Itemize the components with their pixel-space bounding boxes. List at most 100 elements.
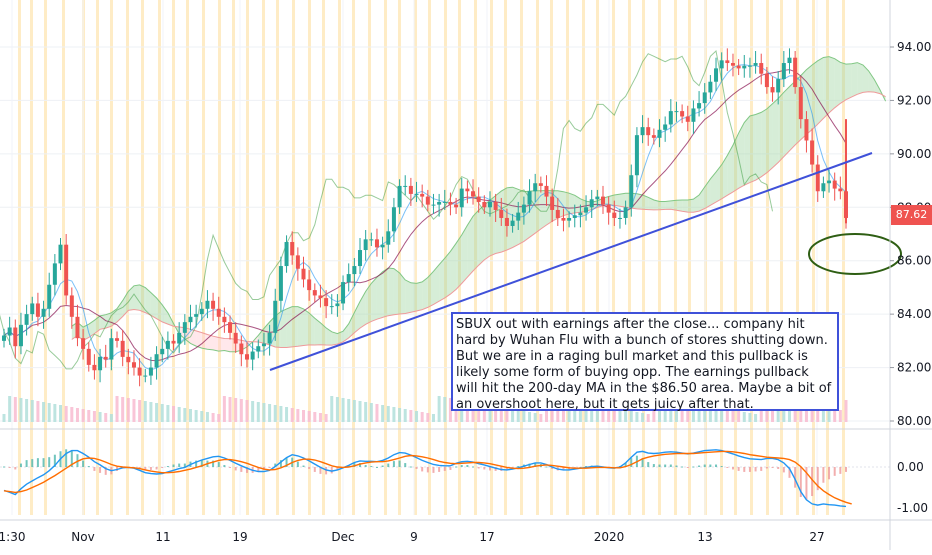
macd-histogram-bar — [229, 467, 232, 468]
candle-body — [261, 343, 266, 347]
cloud-segment — [365, 283, 372, 325]
candle-body — [295, 255, 300, 269]
macd-histogram-bar — [99, 467, 102, 473]
cloud-segment — [563, 191, 570, 216]
volume-bar — [539, 414, 543, 422]
volume-bar — [279, 406, 283, 422]
highlight-band — [720, 0, 723, 515]
cloud-segment — [682, 200, 688, 213]
candle-body — [764, 73, 769, 88]
volume-bar — [318, 413, 322, 422]
candle-body — [442, 201, 447, 203]
cloud-segment — [484, 200, 490, 260]
price-tick-label: 84.00 — [897, 307, 931, 321]
volume-bar — [533, 413, 537, 422]
highlight-band — [368, 0, 371, 515]
macd-histogram-bar — [505, 467, 508, 470]
volume-bar — [578, 402, 582, 422]
cloud-segment — [280, 308, 287, 348]
highlight-band — [642, 0, 645, 515]
candle-body — [182, 322, 187, 333]
candle-body — [561, 217, 566, 221]
circle-annotation-group — [808, 233, 902, 275]
candle-body — [267, 332, 272, 344]
candle-body — [589, 199, 594, 208]
volume-bar — [827, 408, 831, 422]
candle-body — [75, 316, 80, 339]
macd-histogram-bar — [274, 463, 277, 467]
volume-bar — [87, 410, 91, 422]
cloud-segment — [478, 205, 485, 266]
candles — [2, 48, 848, 387]
cloud-segment — [467, 216, 474, 278]
macd-histogram-bar — [805, 467, 808, 500]
candle-body — [188, 316, 193, 323]
volume-bar — [302, 410, 306, 422]
macd-histogram-bar — [155, 467, 158, 470]
candle-body — [41, 308, 46, 317]
candle-body — [499, 209, 504, 218]
volume-bar — [816, 406, 820, 422]
macd-histogram-bar — [432, 467, 435, 473]
cloud-segment — [614, 194, 620, 207]
cloud-segment — [862, 64, 869, 93]
cloud-segment — [456, 235, 462, 290]
candle-body — [680, 111, 685, 117]
macd-histogram-bar — [777, 467, 780, 469]
annotation-text: SBUX out with earnings after the close..… — [456, 317, 832, 412]
macd-histogram-bar — [398, 460, 401, 467]
highlight-band — [504, 0, 507, 515]
highlight-band — [826, 0, 829, 515]
macd-histogram-bar — [3, 466, 5, 468]
volume-bar — [194, 410, 198, 422]
candle-body — [691, 108, 696, 122]
cloud-segment — [823, 56, 830, 119]
cloud-segment — [314, 318, 321, 345]
volume-bar — [70, 407, 74, 422]
volume-bar — [725, 409, 729, 422]
cloud-segment — [834, 58, 841, 108]
candle-body — [674, 111, 679, 113]
cloud-segment — [371, 277, 377, 322]
highlight-band — [566, 0, 569, 515]
volume-bar — [567, 400, 571, 422]
macd-histogram-bar — [771, 467, 774, 468]
macd-histogram-bar — [48, 457, 51, 467]
cloud-segment — [297, 306, 304, 347]
cloud-segment — [489, 195, 496, 256]
macd-histogram-bar — [652, 464, 655, 467]
candle-body — [516, 212, 521, 221]
volume-bar — [494, 406, 498, 422]
highlight-band — [536, 0, 539, 515]
macd-histogram-bar — [698, 465, 701, 467]
candle-body — [222, 316, 227, 323]
cloud-segment — [789, 81, 796, 151]
volume-bar — [691, 403, 695, 422]
candle-body — [668, 111, 673, 125]
volume-bar — [335, 397, 339, 422]
candle-body — [651, 135, 656, 138]
candle-body — [403, 185, 408, 187]
date-tick-label: 9 — [410, 530, 418, 544]
macd-histogram-bar — [217, 462, 220, 467]
candle-body — [369, 239, 374, 241]
volume-bar — [431, 414, 435, 422]
cloud-segment — [772, 98, 779, 168]
cloud-segment — [416, 281, 423, 311]
candle-body — [646, 127, 651, 136]
candle-body — [414, 193, 419, 195]
volume-bar — [641, 413, 645, 422]
ichimoku-lines — [0, 50, 847, 371]
annotation-box[interactable]: SBUX out with earnings after the close..… — [451, 312, 839, 412]
macd-histogram-bar — [381, 465, 384, 467]
volume-bar — [720, 408, 724, 422]
candle-body — [160, 348, 165, 355]
cloud-segment — [145, 287, 151, 316]
highlight-band — [44, 0, 47, 515]
macd-histogram-bar — [87, 466, 90, 468]
macd-histogram-bar — [460, 465, 463, 467]
macd-histogram-bar — [455, 466, 458, 468]
price-tick-label: 82.00 — [897, 361, 931, 375]
price-tick-label: 80.00 — [897, 414, 931, 428]
